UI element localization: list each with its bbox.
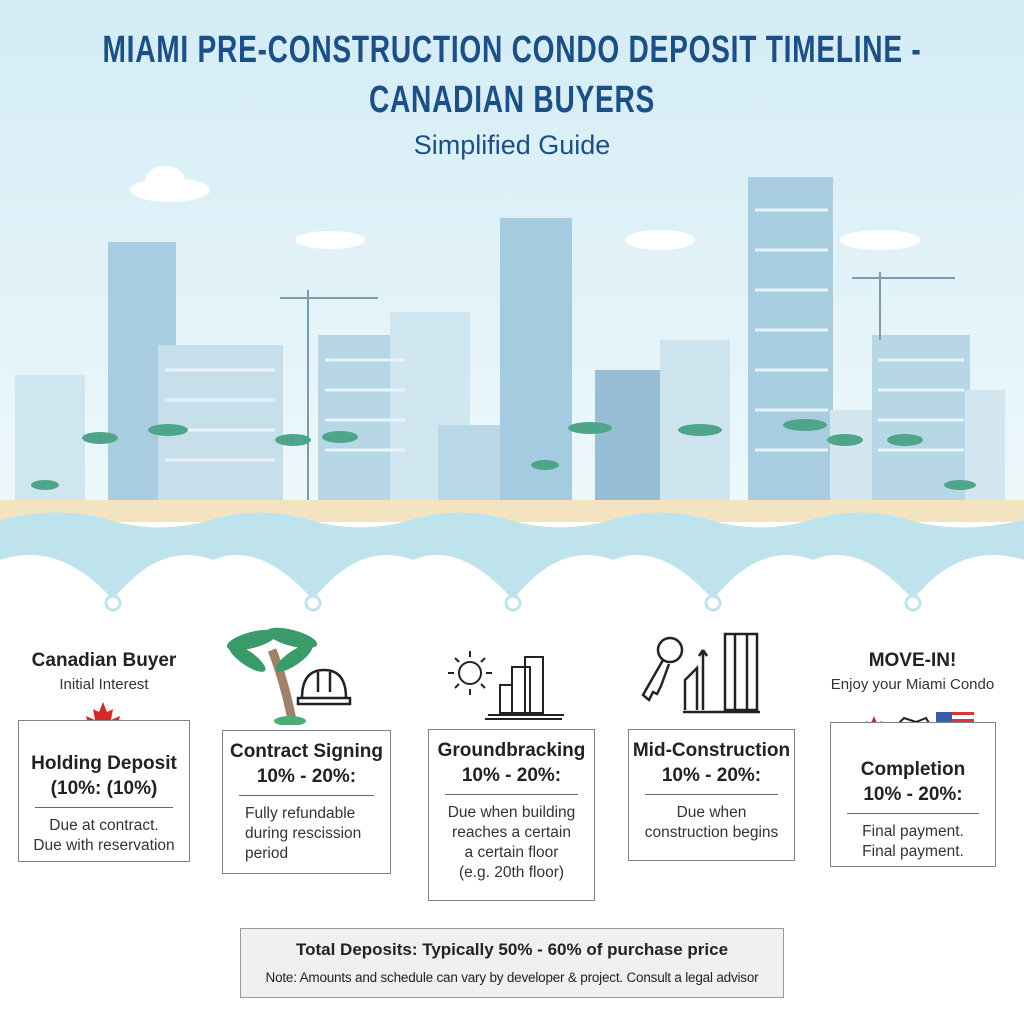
page-title-line1: MIAMI PRE-CONSTRUCTION CONDO DEPOSIT TIM… — [102, 29, 922, 71]
timeline-markers — [104, 594, 922, 612]
end-title: MOVE-IN! — [868, 650, 957, 671]
stage-title: Groundbracking — [437, 740, 586, 761]
page-subtitle: Simplified Guide — [413, 130, 611, 160]
divider — [645, 794, 778, 795]
stage-card-holding-deposit: Holding Deposit (10%: (10%) Due at contr… — [18, 720, 190, 862]
key-tower-icon — [641, 632, 760, 714]
stage-desc-line: construction begins — [644, 824, 779, 841]
stage-title: Contract Signing — [229, 741, 384, 762]
end-heading: MOVE-IN! Enjoy your Miami Condo — [820, 650, 1005, 693]
skyline-illustration — [0, 0, 1024, 612]
stage-amount: 10% - 20%: — [256, 766, 357, 787]
sun-buildings-icon — [448, 651, 564, 720]
stage-amount: 10% - 20%: — [661, 765, 762, 786]
stage-desc-line: (e.g. 20th floor) — [458, 864, 565, 881]
buildings — [15, 177, 1005, 507]
stage-desc-line: period — [245, 845, 289, 862]
stage-desc-line: a certain floor — [464, 844, 559, 861]
divider — [239, 795, 374, 796]
end-subtitle: Enjoy your Miami Condo — [830, 676, 995, 693]
clouds — [130, 166, 920, 250]
stage-desc-line: reaches a certain — [452, 824, 571, 841]
stage-desc-line: Due when — [676, 804, 747, 821]
start-heading: Canadian Buyer Initial Interest — [18, 650, 190, 693]
stage-desc-line: Final payment. — [862, 843, 964, 860]
stage-amount: 10% - 20%: — [863, 784, 963, 805]
stage-desc-line: during rescission — [245, 825, 362, 842]
stage-amount: (10%: (10%) — [50, 778, 158, 799]
stage-desc-line: Final payment. — [862, 823, 964, 840]
palm-hardhat-icon — [226, 627, 352, 725]
start-subtitle: Initial Interest — [59, 676, 149, 693]
stage-card-contract-signing: Contract Signing 10% - 20%: Fully refund… — [222, 730, 391, 874]
stage-title: Holding Deposit — [31, 753, 177, 774]
stage-title: Mid-Construction — [632, 740, 791, 761]
stage-card-groundbreaking: Groundbracking 10% - 20%: Due when build… — [428, 729, 595, 901]
start-title: Canadian Buyer — [31, 650, 177, 671]
page-title-line2: CANADIAN BUYERS — [368, 79, 656, 121]
stage-card-mid-construction: Mid-Construction 10% - 20%: Due when con… — [628, 729, 795, 861]
stage-desc-line: Due with reservation — [33, 837, 175, 854]
stage-desc-line: Fully refundable — [245, 805, 356, 822]
palm-trees — [31, 419, 976, 490]
stage-amount: 10% - 20%: — [461, 765, 562, 786]
stage-desc-line: Due at contract. — [49, 817, 159, 834]
water-waves — [0, 512, 1024, 600]
divider — [847, 813, 979, 814]
stage-title: Completion — [860, 759, 966, 780]
disclaimer-text: Note: Amounts and schedule can vary by d… — [265, 970, 759, 985]
divider — [35, 807, 173, 808]
cranes — [280, 272, 955, 505]
divider — [445, 794, 578, 795]
total-deposits-note: Total Deposits: Typically 50% - 60% of p… — [240, 928, 784, 998]
total-deposits-text: Total Deposits: Typically 50% - 60% of p… — [295, 940, 729, 959]
stage-desc-line: Due when building — [447, 804, 576, 821]
stage-card-completion: Completion 10% - 20%: Final payment. Fin… — [830, 722, 996, 867]
